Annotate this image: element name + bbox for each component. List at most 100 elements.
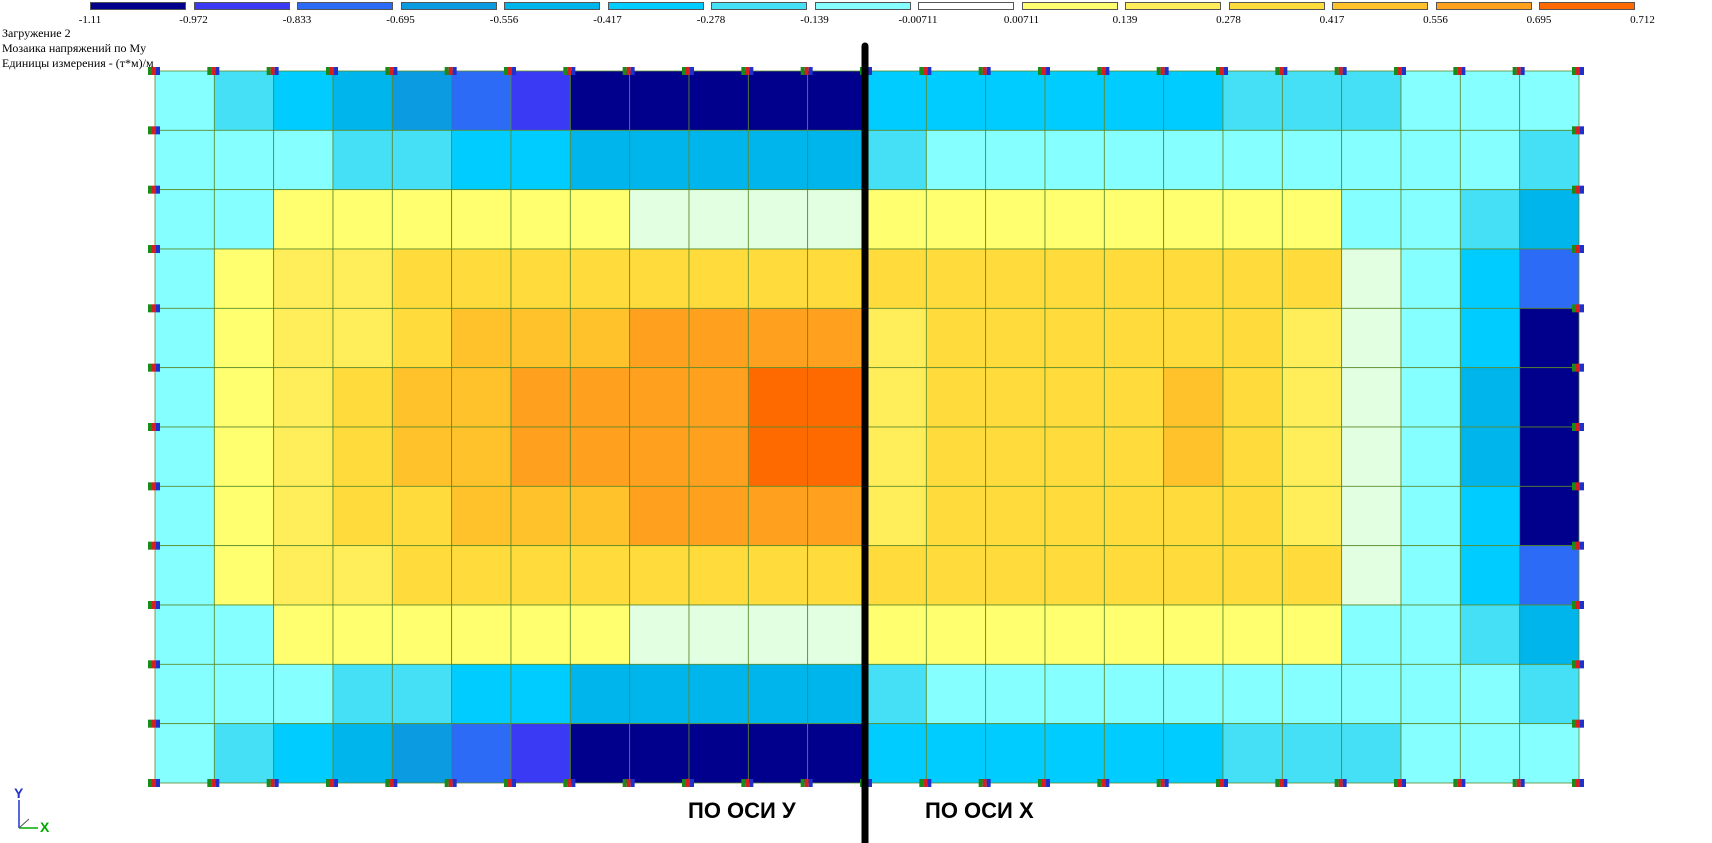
- mosaic-cell: [332, 70, 393, 131]
- mosaic-cell: [154, 189, 215, 250]
- mosaic-cell: [1281, 663, 1343, 725]
- mosaic-cell: [1341, 189, 1402, 250]
- mosaic-cell: [925, 723, 987, 784]
- mosaic-cell: [1400, 663, 1461, 725]
- mosaic-cell: [925, 367, 987, 428]
- node-marker: [148, 363, 160, 372]
- mosaic-cell: [1163, 485, 1224, 547]
- mosaic-cell: [629, 604, 690, 665]
- mosaic-cell: [985, 723, 1046, 784]
- mosaic-cell: [1459, 367, 1521, 428]
- mosaic-cell: [1341, 70, 1402, 131]
- mosaic-cell: [1519, 723, 1580, 784]
- legend-tick-label: -0.695: [386, 14, 415, 26]
- mosaic-cell: [1459, 663, 1521, 725]
- mosaic-cell: [391, 663, 453, 725]
- mosaic-cell: [629, 189, 690, 250]
- node-marker: [148, 541, 160, 550]
- node-marker: [1572, 126, 1584, 135]
- label-axis-y-direction: ПО ОСИ У: [688, 798, 796, 823]
- node-marker: [1216, 779, 1228, 787]
- mosaic-cell: [391, 723, 453, 784]
- mosaic-cell: [747, 189, 809, 250]
- legend-swatch: [1228, 2, 1325, 10]
- mosaic-cell: [807, 663, 868, 725]
- node-marker: [682, 779, 694, 787]
- mosaic-cell: [1103, 485, 1165, 547]
- legend-swatch: [1332, 2, 1428, 10]
- mosaic-cell: [1044, 663, 1105, 725]
- node-marker: [1572, 185, 1584, 194]
- mosaic-cell: [1044, 604, 1105, 665]
- mosaic-cell: [629, 723, 690, 784]
- mosaic-cell: [273, 70, 334, 131]
- mosaic-cell: [273, 723, 334, 784]
- mosaic-cell: [1341, 367, 1402, 428]
- mosaic-cell: [569, 307, 631, 369]
- node-marker: [444, 67, 457, 75]
- mosaic-cell: [1222, 367, 1283, 428]
- legend-swatch: [1435, 2, 1532, 10]
- node-marker: [148, 126, 160, 135]
- mosaic-cell: [866, 604, 927, 665]
- legend-swatch: [711, 2, 807, 10]
- mosaic-cell: [866, 723, 927, 784]
- mosaic-cell: [1459, 723, 1521, 784]
- mosaic-cell: [1519, 367, 1580, 428]
- node-marker: [1097, 779, 1110, 787]
- legend-tick-label: -0.278: [696, 14, 726, 26]
- mosaic-title: Мозаика напряжений по My: [2, 41, 147, 55]
- mosaic-cell: [925, 70, 987, 131]
- mosaic-cell: [1222, 604, 1283, 665]
- legend-tick-label: -0.556: [489, 14, 519, 26]
- mosaic-cell: [154, 485, 215, 547]
- mosaic-cell: [451, 70, 512, 131]
- mosaic-cell: [1459, 129, 1521, 191]
- mosaic-cell: [747, 70, 809, 131]
- mosaic-cell: [925, 663, 987, 725]
- mosaic-cell: [569, 663, 631, 725]
- legend-tick-label: 0.278: [1216, 14, 1241, 26]
- mosaic-cell: [391, 307, 453, 369]
- mosaic-cell: [1519, 545, 1580, 606]
- mosaic-cell: [866, 307, 927, 369]
- mosaic-cell: [807, 545, 868, 606]
- mosaic-cell: [807, 723, 868, 784]
- mosaic-cell: [629, 367, 690, 428]
- mosaic-cell: [1222, 248, 1283, 309]
- legend-swatch: [90, 2, 186, 10]
- mosaic-cell: [1400, 367, 1461, 428]
- node-marker: [1572, 363, 1584, 372]
- node-marker: [563, 67, 576, 75]
- legend-tick-label: -0.417: [593, 14, 622, 26]
- mosaic-cell: [1103, 426, 1165, 487]
- node-marker: [919, 67, 932, 75]
- mosaic-cell: [1459, 545, 1521, 606]
- mosaic-cell: [1519, 307, 1580, 369]
- node-marker: [148, 601, 160, 609]
- legend-swatch: [918, 2, 1014, 10]
- mosaic-cell: [213, 426, 275, 487]
- mosaic-cell: [629, 426, 690, 487]
- mosaic-cell: [1163, 723, 1224, 784]
- mosaic-cell: [1341, 426, 1402, 487]
- node-marker: [1394, 67, 1406, 75]
- mosaic-cell: [925, 307, 987, 369]
- mosaic-cell: [332, 485, 393, 547]
- mosaic-cell: [1519, 70, 1580, 131]
- mosaic-cell: [391, 129, 453, 191]
- mosaic-cell: [451, 307, 512, 369]
- mosaic-cell: [1163, 307, 1224, 369]
- legend-tick-label: -0.833: [282, 14, 312, 26]
- node-marker: [148, 245, 160, 253]
- mosaic-cell: [1341, 485, 1402, 547]
- mosaic-cell: [569, 723, 631, 784]
- mosaic-cell: [1222, 189, 1283, 250]
- mosaic-cell: [1222, 70, 1283, 131]
- node-marker: [1156, 779, 1169, 787]
- mosaic-cell: [925, 604, 987, 665]
- node-marker: [1275, 779, 1288, 787]
- mosaic-cell: [332, 307, 393, 369]
- mosaic-cell: [391, 189, 453, 250]
- mosaic-cell: [391, 426, 453, 487]
